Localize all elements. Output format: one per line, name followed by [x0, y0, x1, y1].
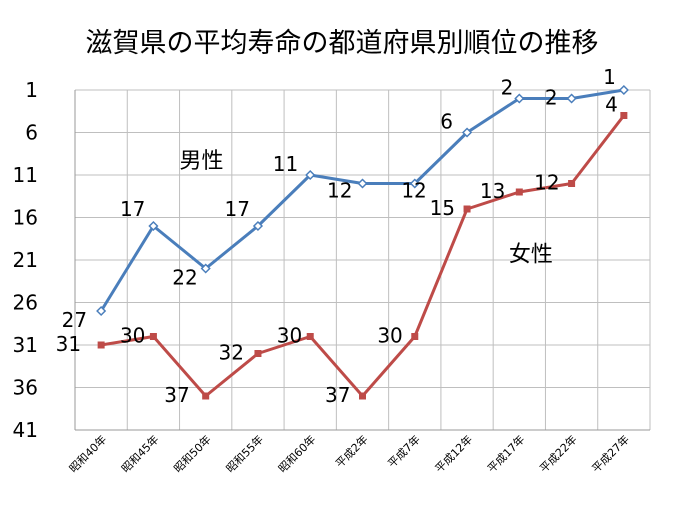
data-label: 13 [480, 179, 505, 203]
data-point [149, 333, 157, 340]
grid-lines [74, 89, 651, 431]
data-label: 2 [501, 76, 514, 100]
data-point [566, 93, 577, 104]
axes [74, 90, 650, 431]
data-point [411, 333, 419, 340]
y-tick-label: 26 [13, 291, 38, 315]
data-point [618, 84, 629, 96]
data-label: 31 [56, 332, 81, 356]
data-label: 32 [219, 341, 244, 365]
data-point [148, 220, 159, 232]
data-point [357, 178, 368, 189]
data-label: 11 [273, 152, 298, 176]
data-point [97, 341, 105, 349]
x-tick-label: 昭和50年 [171, 432, 214, 475]
data-point [200, 263, 211, 274]
x-tick-label: 平成2年 [332, 432, 370, 470]
series-name-label: 男性 [180, 149, 224, 174]
series-name-label: 女性 [509, 243, 553, 268]
x-tick-label: 昭和45年 [118, 432, 161, 475]
data-label: 12 [327, 179, 352, 203]
data-label: 27 [62, 308, 87, 332]
data-label: 12 [534, 171, 559, 195]
data-label: 17 [225, 197, 250, 221]
x-tick-label: 平成7年 [385, 432, 423, 470]
data-point [461, 127, 473, 138]
data-point [202, 392, 210, 400]
x-tick-label: 昭和60年 [275, 432, 318, 475]
data-label: 15 [430, 196, 455, 220]
chart-title: 滋賀県の平均寿命の都道府県別順位の推移 [86, 28, 599, 59]
data-label: 4 [605, 93, 618, 117]
x-tick-label: 平成22年 [537, 432, 580, 475]
data-point [620, 112, 628, 119]
y-tick-label: 11 [13, 163, 38, 187]
data-label: 12 [401, 179, 426, 203]
y-tick-label: 6 [25, 121, 38, 145]
data-point [252, 220, 264, 232]
data-point [96, 305, 107, 317]
x-tick-label: 平成12年 [432, 432, 475, 475]
data-point [409, 178, 420, 189]
data-point [359, 392, 366, 400]
y-tick-label: 41 [13, 418, 38, 442]
x-tick-label: 昭和40年 [66, 432, 109, 475]
y-tick-label: 31 [13, 333, 38, 357]
data-label: 2 [545, 86, 558, 110]
series [96, 84, 629, 400]
data-label: 30 [277, 324, 302, 348]
data-label: 1 [603, 65, 616, 89]
data-point [514, 93, 525, 104]
data-point [463, 205, 471, 213]
x-tick-labels: 昭和40年 昭和45年 昭和50年 昭和55年 昭和60年 平成2年 平成7年 平成12年 平成… [66, 432, 632, 475]
y-tick-label: 36 [13, 376, 38, 400]
data-label: 17 [120, 197, 145, 221]
data-point [515, 188, 523, 196]
x-tick-label: 平成17年 [484, 432, 527, 475]
data-label: 37 [164, 383, 189, 407]
data-point [305, 169, 316, 181]
data-label: 6 [440, 110, 453, 134]
y-tick-label: 21 [13, 248, 38, 272]
data-label: 37 [325, 383, 350, 407]
data-label: 30 [120, 324, 145, 348]
y-tick-label: 16 [13, 206, 38, 230]
data-point [306, 333, 314, 340]
y-tick-label: 1 [25, 78, 38, 102]
x-tick-label: 平成27年 [589, 432, 632, 475]
data-point [568, 180, 576, 187]
x-tick-label: 昭和55年 [223, 432, 266, 475]
data-label: 22 [172, 266, 197, 290]
data-label: 30 [377, 324, 402, 348]
data-point [254, 350, 262, 357]
